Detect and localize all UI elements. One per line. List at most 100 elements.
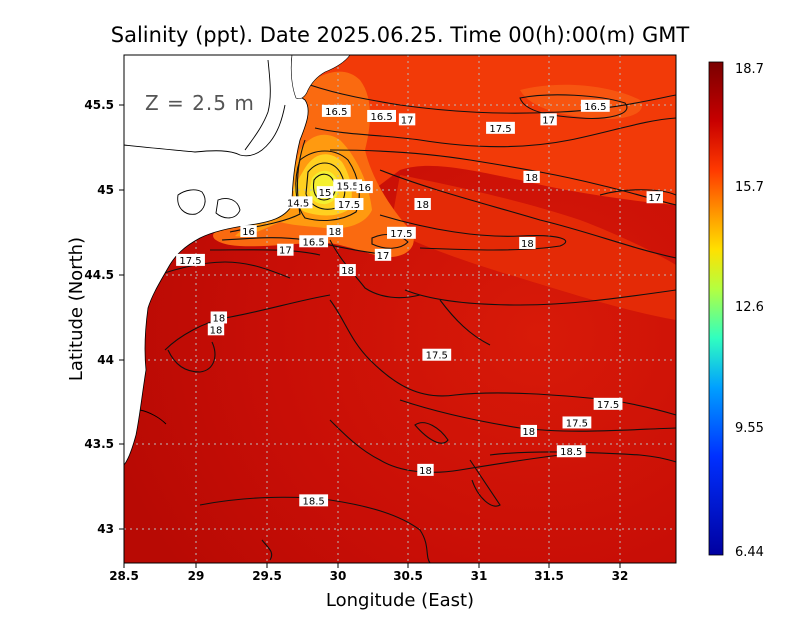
contour-label-text: 17 [377, 251, 390, 262]
contour-label-text: 18.5 [560, 447, 582, 458]
contour-label-text: 18 [522, 427, 535, 438]
contour-label: 14.5 [283, 196, 313, 209]
contour-label: 18 [210, 311, 228, 324]
contour-label: 16.5 [367, 109, 396, 123]
contour-label-text: 16.5 [584, 102, 606, 113]
contour-label-text: 17.5 [489, 124, 511, 135]
plot-area [124, 55, 676, 563]
contour-label: 17.5 [334, 198, 364, 211]
contour-label-box [646, 191, 663, 204]
contour-label-text: 18 [416, 200, 429, 211]
contour-label: 18 [417, 463, 434, 477]
contour-label-box [316, 186, 334, 199]
contour-label: 18 [207, 323, 225, 336]
contour-label-text: 17.5 [597, 400, 619, 411]
contour-label: 18 [519, 236, 536, 250]
contour-label-text: 18 [525, 173, 538, 184]
contour-label: 17 [374, 248, 392, 262]
contour-label: 16.5 [321, 104, 351, 118]
contour-label: 15.5 [333, 179, 363, 192]
x-tick-label: 29.5 [252, 569, 282, 583]
contour-label-box [334, 198, 364, 211]
contour-label-box [339, 264, 356, 277]
colorbar-label-2: 15.7 [735, 180, 764, 195]
contour-label-box [356, 181, 373, 194]
contour-label-box [277, 243, 294, 256]
contour-label-box [333, 179, 363, 192]
contour-label-box [556, 445, 586, 458]
contour-label-text: 17.5 [390, 229, 412, 240]
contour-label-box [367, 109, 396, 122]
contour-label-box [207, 323, 225, 336]
contour-label: 17 [398, 113, 416, 126]
contour-label-text: 18 [521, 239, 534, 250]
y-tick-label: 43.5 [84, 437, 114, 451]
contour-label-text: 17 [279, 246, 292, 257]
contour-label: 16 [240, 225, 257, 238]
x-tick-label: 30.5 [393, 569, 423, 583]
contour-label: 17 [646, 191, 663, 204]
contour-label-text: 16.5 [325, 107, 347, 118]
y-tick-label: 44.5 [84, 268, 114, 282]
plot-frame [123, 54, 677, 564]
contour-label: 17.5 [562, 416, 592, 429]
contour-label: 17.5 [422, 348, 452, 362]
chart-title: Salinity (ppt). Date 2025.06.25. Time 00… [111, 23, 690, 47]
contour-label-text: 18 [210, 325, 223, 336]
axis-ticks [119, 104, 621, 568]
contour-label-text: 17.5 [426, 351, 448, 362]
contour-label-box [326, 225, 344, 238]
contour-label: 18 [339, 264, 356, 277]
contour-label: 17.5 [387, 226, 416, 240]
land-borders [124, 59, 286, 425]
y-tick-labels: 43 43.5 44 44.5 45 45.5 [84, 98, 114, 536]
contour-label: 17.5 [176, 253, 205, 267]
colorbar: 18.7 15.7 12.6 9.55 6.44 [708, 61, 764, 560]
y-tick-label: 45.5 [84, 98, 114, 112]
contour-label-text: 17.5 [179, 256, 201, 267]
contour-label-box [374, 248, 392, 261]
x-tick-label: 32 [612, 569, 629, 583]
contour-label-text: 17.5 [338, 200, 360, 211]
contour-label-text: 15 [319, 188, 332, 199]
y-axis-title: Latitude (North) [66, 237, 87, 381]
contour-label-box [240, 225, 257, 238]
contour-label: 18 [326, 225, 344, 238]
contour-label-box [540, 113, 557, 126]
contour-label-box [321, 104, 351, 117]
x-axis-title: Longitude (East) [326, 590, 474, 611]
contour-label-text: 16.5 [370, 112, 392, 123]
contour-label-box [593, 397, 623, 410]
contour-label-box [387, 226, 416, 239]
contour-label-text: 18.5 [303, 496, 325, 507]
contour-label-text: 17 [648, 193, 661, 204]
contour-label-text: 16.5 [303, 237, 325, 248]
x-tick-label: 31 [471, 569, 488, 583]
colorbar-bar [708, 61, 724, 556]
y-tick-label: 44 [97, 353, 114, 367]
contour-label: 15 [316, 186, 334, 199]
contour-label-text: 14.5 [287, 198, 309, 209]
land-mass-north-coast [290, 55, 351, 100]
contour-label-box [176, 253, 205, 266]
colorbar-label-4: 9.55 [735, 421, 764, 436]
contour-label: 16 [356, 181, 373, 194]
contour-label-box [422, 348, 452, 361]
contour-label: 18 [414, 198, 431, 211]
y-tick-label: 43 [97, 522, 114, 536]
contour-label-text: 15.5 [336, 181, 358, 192]
contour-label: 18.5 [556, 445, 586, 458]
contour-label-text: 17 [401, 115, 414, 126]
contour-label-box [562, 416, 592, 429]
contour-label-box [417, 463, 434, 476]
x-tick-label: 31.5 [534, 569, 564, 583]
contour-label-box [519, 236, 536, 249]
contour-label-box [210, 311, 228, 324]
contour-label: 17.5 [486, 121, 515, 135]
colorbar-label-max: 18.7 [735, 62, 764, 77]
colorbar-label-min: 6.44 [735, 545, 764, 560]
x-tick-label: 29 [188, 569, 205, 583]
contour-label-text: 18 [341, 266, 354, 277]
contour-label-box [299, 494, 329, 507]
